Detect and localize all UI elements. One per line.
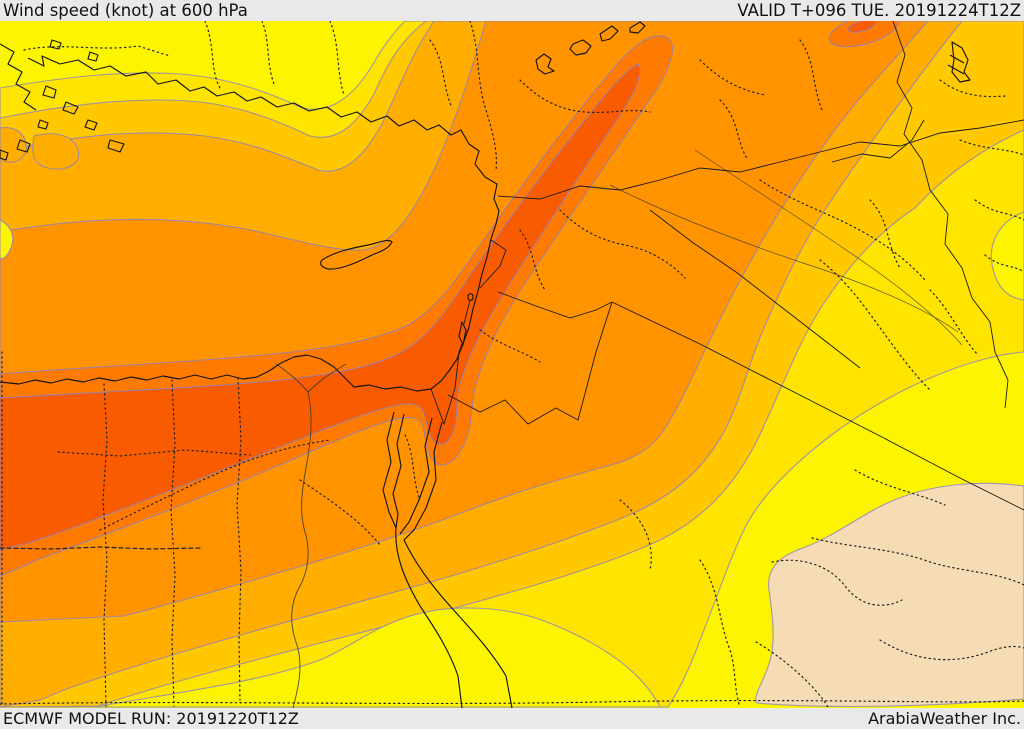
contour-fills [0,21,1024,708]
contour-spot-red-orange [847,21,877,33]
contour-pocket-yellow-left-edge [0,219,14,260]
contour-region-red-orange [0,63,641,551]
country-borders [430,21,1024,511]
euphrates-river [609,184,959,333]
wind-speed-contour-svg [0,21,1024,708]
footer-bar: ECMWF MODEL RUN: 20191220T12Z ArabiaWeat… [0,708,1024,729]
turkey-lakes [535,21,646,75]
country-border-lines [430,21,1024,511]
wind-speed-map [0,21,1024,708]
aegean-coastline [0,43,37,111]
mediterranean-coastline [0,55,500,392]
valid-time-label: VALID T+096 TUE. 20191224T12Z [737,1,1021,20]
galilee-dead-sea [458,293,474,346]
contour-pocket-amber-aegean-1 [0,127,27,163]
gulf-of-aqaba-coast [399,417,443,541]
provider-label: ArabiaWeather Inc. [868,709,1021,728]
contour-region-tan [755,482,1024,708]
contour-pocket-bright-yellow-right [990,211,1024,301]
red-sea-coast [395,527,513,708]
model-run-label: ECMWF MODEL RUN: 20191220T12Z [3,709,299,728]
lake-urmia [947,41,971,83]
cyprus-island [320,239,393,270]
header-bar: Wind speed (knot) at 600 hPa VALID T+096… [0,0,1024,21]
coastlines [0,21,971,708]
aegean-islands [0,39,125,161]
admin-border-dashed-heavy [0,546,201,550]
rivers [275,149,963,708]
map-title: Wind speed (knot) at 600 hPa [3,1,248,20]
contour-pocket-amber-aegean-2 [32,133,80,170]
contour-pocket-bright-yellow-bottom [94,607,661,708]
tigris-river [694,149,963,346]
admin-borders [0,21,1024,708]
nile-river [275,363,347,708]
gulf-of-suez-coast [382,411,405,529]
admin-border-lines [0,21,1024,708]
